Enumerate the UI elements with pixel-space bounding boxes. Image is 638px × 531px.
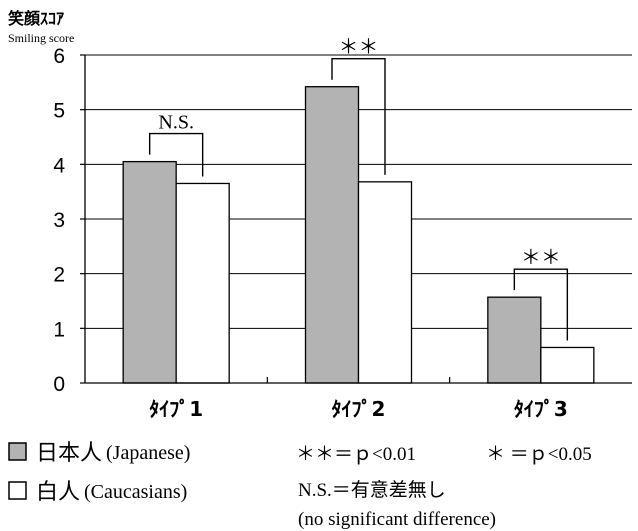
legend-label-caucasian-en: (Caucasians) xyxy=(84,481,187,503)
y-tick-label: 0 xyxy=(53,373,65,396)
significance-bracket xyxy=(148,132,204,177)
bar-caucasian-3 xyxy=(540,346,595,384)
note-p001: ＊＊＝ｐ<0.01 xyxy=(296,444,416,465)
legend-swatch-caucasian xyxy=(8,481,27,500)
y-tick-label: 6 xyxy=(53,45,65,68)
bars xyxy=(122,86,595,384)
note-ns-en: (no significant difference) xyxy=(298,509,496,530)
x-tick-labels: ﾀｲﾌﾟ1 ﾀｲﾌﾟ2 ﾀｲﾌﾟ3 xyxy=(149,377,568,421)
y-tick-label: 1 xyxy=(53,318,65,341)
significance-annotations: N.S. ＊＊ ＊＊ xyxy=(148,37,569,341)
bar-caucasian-2 xyxy=(357,181,413,384)
bar-japanese-1 xyxy=(122,160,177,384)
legend-label-japanese: 日本人 xyxy=(36,441,102,466)
bar-caucasian-1 xyxy=(175,182,230,384)
x-tick-label: ﾀｲﾌﾟ2 xyxy=(332,397,386,421)
note-p005: ＊ ＝ｐ<0.05 xyxy=(486,444,592,465)
y-tick-label: 4 xyxy=(53,154,65,177)
legend-label-caucasian: 白人 xyxy=(36,480,80,505)
x-tick-label: ﾀｲﾌﾟ1 xyxy=(149,397,203,421)
y-tick-labels: 0 1 2 3 4 5 6 xyxy=(53,45,85,396)
note-ns-jp: N.S.＝有意差無し xyxy=(298,479,446,501)
significance-bracket xyxy=(513,268,569,341)
y-axis-title: 笑顔ｽｺｱ xyxy=(8,9,64,28)
y-axis-subtitle: Smiling score xyxy=(8,31,74,45)
legend: 日本人 (Japanese) 白人 (Caucasians) xyxy=(8,441,190,505)
x-tick-label: ﾀｲﾌﾟ3 xyxy=(514,397,568,421)
legend-label-japanese-en: (Japanese) xyxy=(106,442,190,464)
bar-japanese-3 xyxy=(487,296,542,384)
y-tick-label: 2 xyxy=(53,264,65,287)
significance-label: ＊＊ xyxy=(339,37,379,59)
y-tick-label: 5 xyxy=(53,100,65,123)
significance-bracket xyxy=(331,58,386,175)
legend-swatch-japanese xyxy=(8,442,27,461)
significance-label: ＊＊ xyxy=(521,247,561,269)
significance-notes: ＊＊＝ｐ<0.01 ＊ ＝ｐ<0.05 N.S.＝有意差無し (no signi… xyxy=(296,444,592,530)
significance-label: N.S. xyxy=(158,112,194,134)
y-tick-label: 3 xyxy=(53,209,65,232)
bar-japanese-2 xyxy=(304,86,360,384)
